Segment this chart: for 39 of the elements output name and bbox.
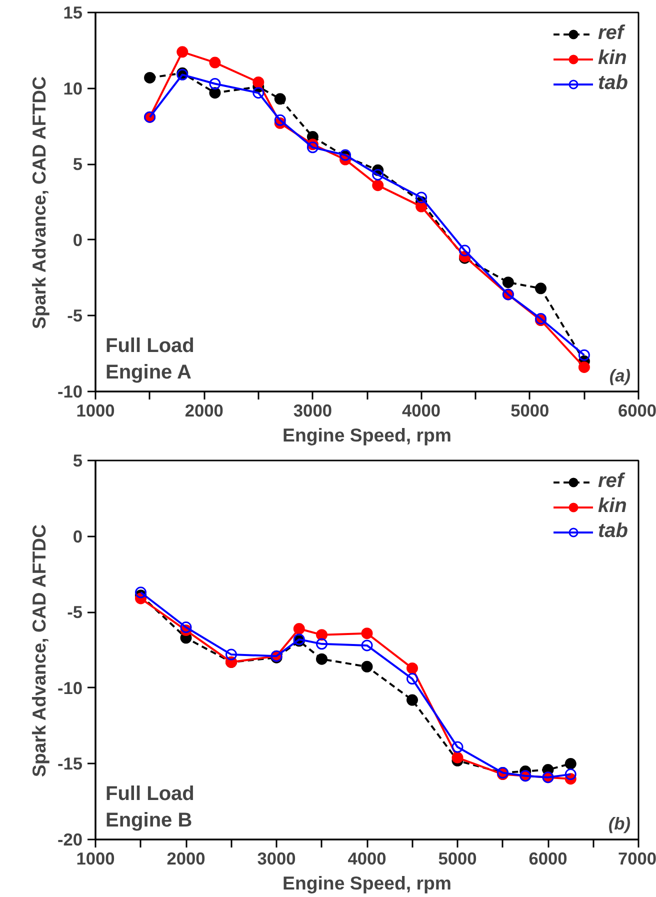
x-tick-label: 6000 — [528, 848, 568, 868]
x-tick-label: 2000 — [166, 848, 206, 868]
y-tick-label: 5 — [72, 450, 83, 470]
legend-label: ref — [598, 22, 624, 45]
annotation: (a) — [609, 366, 631, 386]
y-tick-label: 5 — [72, 154, 83, 174]
y-tick-label: -10 — [57, 382, 82, 402]
x-tick-label: 4000 — [348, 848, 386, 868]
legend-label: ref — [598, 470, 624, 493]
x-tick-label: 5000 — [438, 848, 477, 868]
legend-label: kin — [598, 47, 627, 70]
y-tick-label: -5 — [67, 602, 83, 622]
y-axis-title: Spark Advance, CAD AFTDC — [28, 524, 50, 777]
x-tick-label: 7000 — [618, 848, 656, 868]
x-tick-label: 3000 — [257, 848, 296, 868]
y-tick-label: -10 — [57, 678, 82, 698]
y-tick-label: 0 — [72, 526, 83, 546]
x-tick-label: 5000 — [510, 400, 550, 420]
y-tick-label: 10 — [63, 78, 83, 98]
y-tick-label: -5 — [67, 306, 83, 326]
x-axis-title: Engine Speed, rpm — [282, 424, 452, 446]
y-tick-label: -15 — [57, 754, 83, 774]
y-axis-title: Spark Advance, CAD AFTDC — [28, 76, 50, 329]
x-tick-label: 2000 — [184, 400, 224, 420]
legend-label: tab — [598, 520, 628, 543]
x-tick-label: 1000 — [76, 848, 115, 868]
annotation: Full Load Engine B — [106, 783, 194, 832]
x-tick-label: 3000 — [293, 400, 332, 420]
x-tick-label: 6000 — [618, 400, 656, 420]
y-tick-label: 0 — [72, 230, 83, 250]
y-tick-label: -20 — [57, 830, 82, 850]
annotation: (b) — [608, 814, 631, 834]
x-tick-label: 4000 — [402, 400, 441, 420]
annotation: Full Load Engine A — [106, 335, 194, 384]
legend-label: kin — [598, 495, 627, 518]
x-axis-title: Engine Speed, rpm — [282, 872, 452, 894]
x-tick-label: 1000 — [76, 400, 115, 420]
legend-label: tab — [598, 72, 628, 95]
y-tick-label: 15 — [63, 2, 83, 22]
